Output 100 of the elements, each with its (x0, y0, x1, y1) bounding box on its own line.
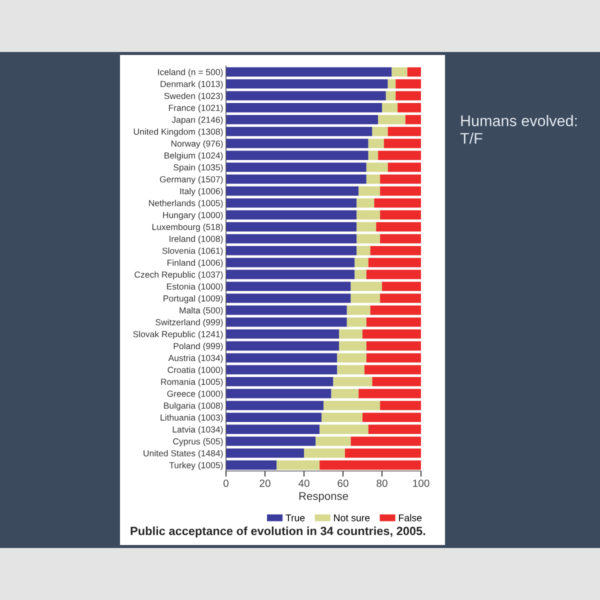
bar (226, 234, 357, 244)
y-tick-label: Spain (1035) (174, 164, 223, 172)
x-tick-label: 60 (338, 480, 348, 487)
y-tick-label: United States (1484) (144, 450, 223, 458)
bar (322, 412, 362, 422)
x-tick-label: 80 (376, 480, 388, 487)
y-tick-label: United Kingdom (1308) (134, 128, 223, 136)
bar (324, 400, 380, 410)
bar (339, 341, 366, 351)
bar (226, 198, 357, 208)
bar (405, 114, 421, 124)
bar (331, 388, 359, 398)
bar (382, 282, 421, 292)
bar (226, 246, 357, 256)
bar (226, 162, 366, 172)
bar (378, 114, 406, 124)
bar (356, 198, 374, 208)
bar (350, 282, 382, 292)
bar (392, 67, 408, 77)
bar (226, 282, 351, 292)
bar (226, 400, 324, 410)
bar (388, 162, 421, 172)
y-tick-label: Czech Republic (1037) (134, 271, 223, 280)
bar (368, 258, 421, 268)
text: Humans evolved: T/F (460, 115, 577, 144)
y-tick-label: Romania (1005) (161, 378, 223, 387)
bar (333, 377, 372, 386)
bar (226, 329, 340, 339)
bar (396, 91, 421, 100)
bar (276, 460, 320, 470)
bar (350, 294, 380, 303)
bar (226, 79, 388, 89)
bar (226, 306, 347, 315)
y-tick-label: Slovenia (1061) (162, 247, 223, 256)
y-tick-label: Slovak Republic (1241) (133, 330, 223, 339)
bar (366, 317, 421, 327)
bar (320, 424, 368, 434)
bar (226, 67, 392, 77)
y-tick-label: Iceland (n = 500) (158, 68, 223, 77)
x-tick-label: 0 (224, 480, 228, 487)
bar (226, 388, 332, 398)
y-tick-label: Turkey (1005) (169, 462, 223, 470)
y-tick-label: Cyprus (505) (173, 438, 223, 446)
bar (384, 138, 421, 148)
bar (386, 91, 396, 100)
y-tick-label: Sweden (1023) (164, 92, 223, 101)
bar (370, 306, 421, 315)
y-tick-label: Denmark (1013) (160, 80, 223, 89)
bar (337, 365, 364, 374)
bar (226, 103, 382, 112)
bar (380, 234, 421, 244)
y-tick-label: Poland (999) (174, 342, 223, 351)
bar (372, 377, 421, 386)
bar (226, 270, 355, 280)
bar (304, 448, 345, 458)
bar (316, 436, 351, 446)
bar (356, 222, 376, 232)
bar (366, 341, 421, 351)
y-tick-label: Netherlands (1005) (149, 200, 223, 208)
bar (226, 424, 320, 434)
y-tick-label: Norway (976) (171, 140, 223, 148)
bar (226, 126, 372, 136)
bar (226, 377, 334, 386)
bar (356, 210, 380, 220)
y-tick-label: Croatia (1000) (168, 366, 223, 375)
x-tick-label: 40 (298, 480, 310, 487)
bar (372, 126, 388, 136)
bar (226, 210, 357, 220)
bar (356, 234, 380, 244)
bar (339, 329, 362, 339)
x-axis-title: Response (299, 492, 348, 502)
bar (380, 174, 421, 184)
legend-label: True (286, 514, 305, 522)
bar (380, 186, 421, 196)
bar (354, 258, 368, 268)
bar (344, 448, 421, 458)
bar (226, 460, 277, 470)
bar (364, 365, 421, 374)
bar (407, 67, 421, 77)
y-tick-label: Bulgaria (1008) (164, 402, 223, 410)
bar (226, 186, 359, 196)
bar (226, 412, 322, 422)
bar (337, 353, 366, 362)
y-tick-label: Italy (1006) (180, 188, 223, 196)
bar (362, 412, 421, 422)
bar (378, 150, 421, 160)
bar (362, 329, 421, 339)
bar (396, 79, 421, 89)
bar (382, 103, 398, 112)
bar (374, 198, 421, 208)
bar (226, 222, 357, 232)
bar (226, 353, 338, 362)
y-tick-label: Germany (1507) (160, 176, 223, 184)
y-tick-label: Austria (1034) (168, 354, 223, 363)
legend-label: False (399, 514, 422, 522)
bar (358, 186, 380, 196)
y-tick-label: Lithuania (1003) (160, 414, 223, 422)
bar (226, 294, 351, 303)
legend-label: Not sure (334, 514, 370, 522)
y-tick-label: France (1021) (168, 104, 223, 113)
